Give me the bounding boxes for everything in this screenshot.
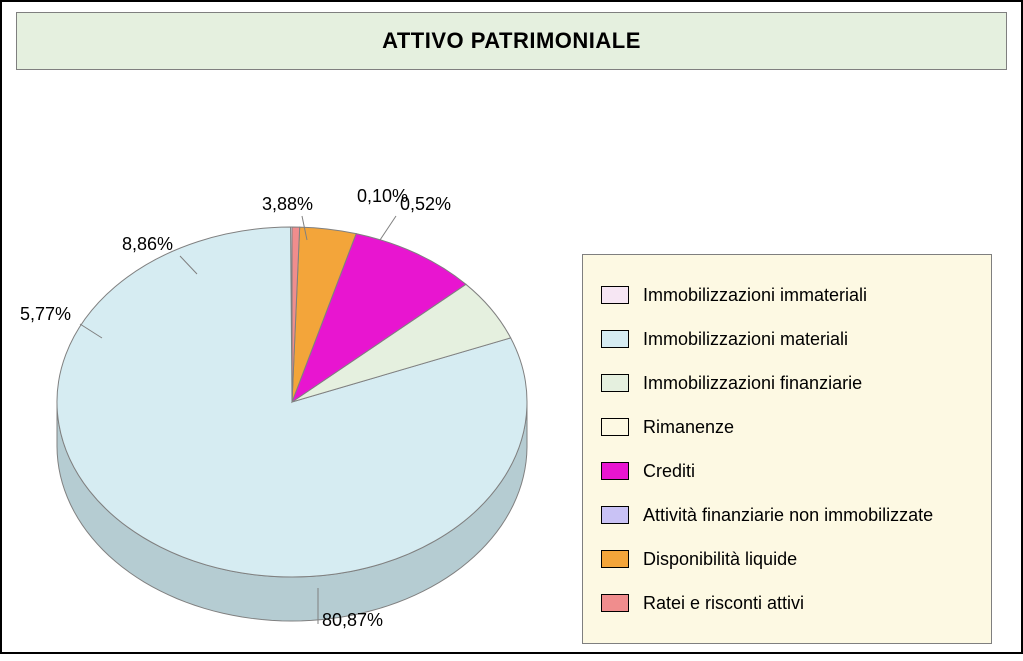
legend-swatch	[601, 550, 629, 568]
slice-label: 8,86%	[122, 234, 173, 254]
pie-top	[57, 227, 527, 577]
legend-item: Rimanenze	[601, 405, 969, 449]
legend-item: Attività finanziarie non immobilizzate	[601, 493, 969, 537]
legend-label: Immobilizzazioni finanziarie	[643, 373, 862, 394]
legend-item: Immobilizzazioni immateriali	[601, 273, 969, 317]
legend-swatch	[601, 462, 629, 480]
legend-label: Attività finanziarie non immobilizzate	[643, 505, 933, 526]
legend-swatch	[601, 330, 629, 348]
legend-swatch	[601, 374, 629, 392]
legend-swatch	[601, 418, 629, 436]
slice-label: 80,87%	[322, 610, 383, 630]
legend-item: Immobilizzazioni materiali	[601, 317, 969, 361]
title-bar: ATTIVO PATRIMONIALE	[16, 12, 1007, 70]
chart-area: 0,10%80,87%5,77%8,86%3,88%0,52% Immobili…	[2, 82, 1023, 656]
legend-item: Immobilizzazioni finanziarie	[601, 361, 969, 405]
slice-label: 3,88%	[262, 194, 313, 214]
legend-item: Crediti	[601, 449, 969, 493]
legend-swatch	[601, 286, 629, 304]
leader-line	[380, 216, 396, 240]
slice-label: 5,77%	[20, 304, 71, 324]
legend-swatch	[601, 506, 629, 524]
legend-label: Immobilizzazioni materiali	[643, 329, 848, 350]
slice-label: 0,52%	[400, 194, 451, 214]
legend-label: Crediti	[643, 461, 695, 482]
legend-item: Disponibilità liquide	[601, 537, 969, 581]
legend-label: Immobilizzazioni immateriali	[643, 285, 867, 306]
legend-swatch	[601, 594, 629, 612]
chart-title: ATTIVO PATRIMONIALE	[382, 28, 641, 54]
legend-label: Disponibilità liquide	[643, 549, 797, 570]
legend-label: Rimanenze	[643, 417, 734, 438]
legend-item: Ratei e risconti attivi	[601, 581, 969, 625]
legend: Immobilizzazioni immateriali Immobilizzaz…	[582, 254, 992, 644]
legend-label: Ratei e risconti attivi	[643, 593, 804, 614]
chart-frame: ATTIVO PATRIMONIALE 0,10%80,87%5,77%8,86…	[0, 0, 1023, 654]
